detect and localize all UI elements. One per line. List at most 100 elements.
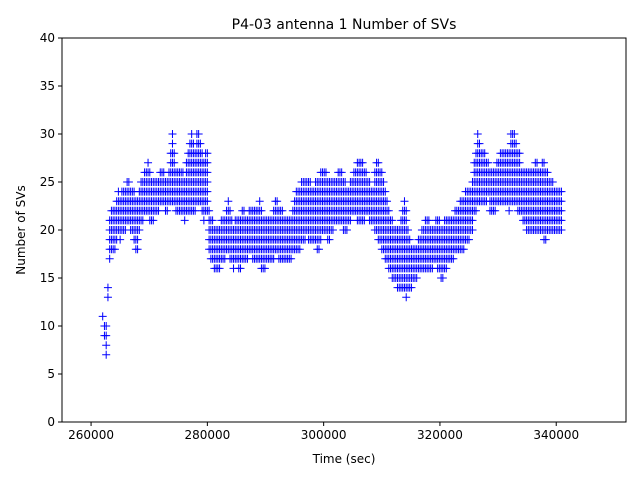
data-point [342, 226, 351, 234]
data-point [388, 216, 397, 225]
data-point [358, 158, 367, 167]
data-point [170, 149, 179, 158]
data-point [383, 197, 392, 206]
x-tick-label: 300000 [301, 428, 347, 442]
data-point [468, 226, 477, 234]
data-point [407, 283, 416, 292]
data-point [260, 264, 269, 273]
data-point [468, 216, 477, 225]
data-point [374, 158, 383, 167]
data-point [346, 216, 355, 225]
data-point [557, 226, 566, 234]
x-tick-label: 320000 [417, 428, 463, 442]
data-point [515, 149, 524, 158]
data-point [438, 274, 447, 282]
x-tick-label: 260000 [68, 428, 114, 442]
data-point [412, 274, 421, 282]
data-point [255, 197, 264, 206]
data-point [203, 178, 212, 186]
data-point [400, 197, 409, 206]
data-point [328, 226, 337, 234]
chart-title: P4-03 antenna 1 Number of SVs [232, 17, 457, 33]
data-point [224, 197, 233, 206]
data-point [491, 206, 500, 215]
data-point [205, 206, 214, 215]
data-point [379, 178, 388, 186]
data-point [110, 245, 119, 254]
y-tick-label: 15 [40, 271, 55, 285]
data-point [194, 130, 203, 138]
data-point [557, 216, 566, 225]
y-tick-label: 20 [40, 223, 55, 237]
data-point [163, 206, 172, 215]
data-point [102, 341, 111, 350]
data-point [541, 235, 550, 244]
y-axis-ticks: 0 5 10 15 20 25 30 35 40 [40, 31, 62, 429]
data-point [473, 130, 482, 138]
data-point [149, 216, 158, 225]
x-axis-label: Time (sec) [312, 452, 376, 466]
data-point [215, 264, 224, 273]
data-point [257, 206, 266, 215]
data-point [325, 235, 334, 244]
data-point [424, 216, 433, 225]
data-point [449, 254, 458, 263]
data-point [191, 206, 200, 215]
data-point [144, 158, 153, 167]
data-point [442, 264, 451, 273]
data-point [402, 216, 411, 225]
data-point [102, 331, 111, 340]
data-point [168, 139, 177, 148]
data-point [273, 197, 282, 206]
y-tick-label: 35 [40, 79, 55, 93]
data-point [138, 216, 147, 225]
data-point [465, 235, 474, 244]
data-point [459, 245, 468, 254]
data-point [170, 158, 179, 167]
x-tick-label: 280000 [184, 428, 230, 442]
data-point [314, 245, 323, 254]
data-point [402, 293, 411, 302]
data-point [480, 149, 489, 158]
data-point [316, 235, 325, 244]
data-point [362, 168, 371, 177]
data-point [377, 168, 386, 177]
x-axis-ticks: 260000 280000 300000 320000 340000 [68, 422, 579, 442]
y-tick-label: 40 [40, 31, 55, 45]
y-tick-label: 25 [40, 175, 55, 189]
data-point [168, 130, 177, 138]
data-point [203, 158, 212, 167]
data-point [515, 158, 524, 167]
data-point [105, 254, 114, 263]
scatter-markers [98, 130, 566, 359]
data-point [287, 254, 296, 263]
y-tick-label: 5 [47, 367, 55, 381]
data-point [557, 197, 566, 206]
data-point [512, 139, 521, 148]
data-point [103, 283, 112, 292]
y-tick-label: 10 [40, 319, 55, 333]
data-point [103, 293, 112, 302]
data-point [321, 168, 330, 177]
data-point [484, 158, 493, 167]
data-point [133, 235, 142, 244]
data-point [226, 206, 235, 215]
data-point [135, 226, 144, 234]
data-point [154, 206, 163, 215]
data-point [116, 235, 125, 244]
data-point [203, 187, 212, 196]
data-point [402, 206, 411, 215]
data-point [196, 139, 205, 148]
data-point [510, 130, 519, 138]
data-point [236, 264, 245, 273]
y-axis-label: Number of SVs [14, 185, 28, 274]
data-point [557, 187, 566, 196]
y-tick-label: 30 [40, 127, 55, 141]
data-point [540, 158, 549, 167]
data-point [124, 178, 133, 186]
data-point [403, 226, 412, 234]
data-point [337, 168, 346, 177]
data-point [475, 139, 484, 148]
